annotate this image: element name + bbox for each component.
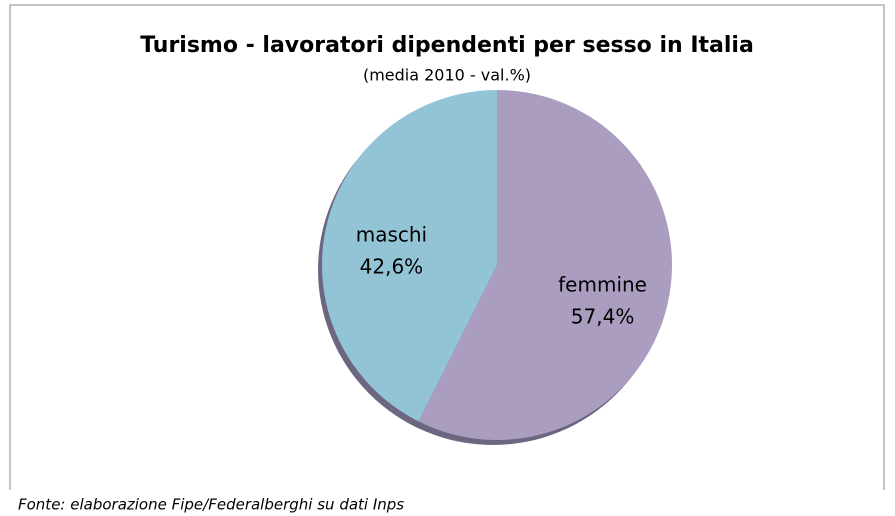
slice-label: maschi	[356, 223, 427, 247]
pie-slice	[418, 90, 673, 441]
pie-slice	[322, 90, 497, 422]
slice-value-label: 42,6%	[360, 255, 424, 279]
slice-value-label: 57,4%	[571, 304, 635, 328]
chart-subtitle: (media 2010 - val.%)	[363, 66, 531, 85]
chart-border	[9, 4, 885, 490]
source-note: Fonte: elaborazione Fipe/Federalberghi s…	[18, 496, 404, 514]
slice-label: femmine	[558, 272, 647, 296]
chart-title: Turismo - lavoratori dipendenti per sess…	[140, 33, 754, 58]
